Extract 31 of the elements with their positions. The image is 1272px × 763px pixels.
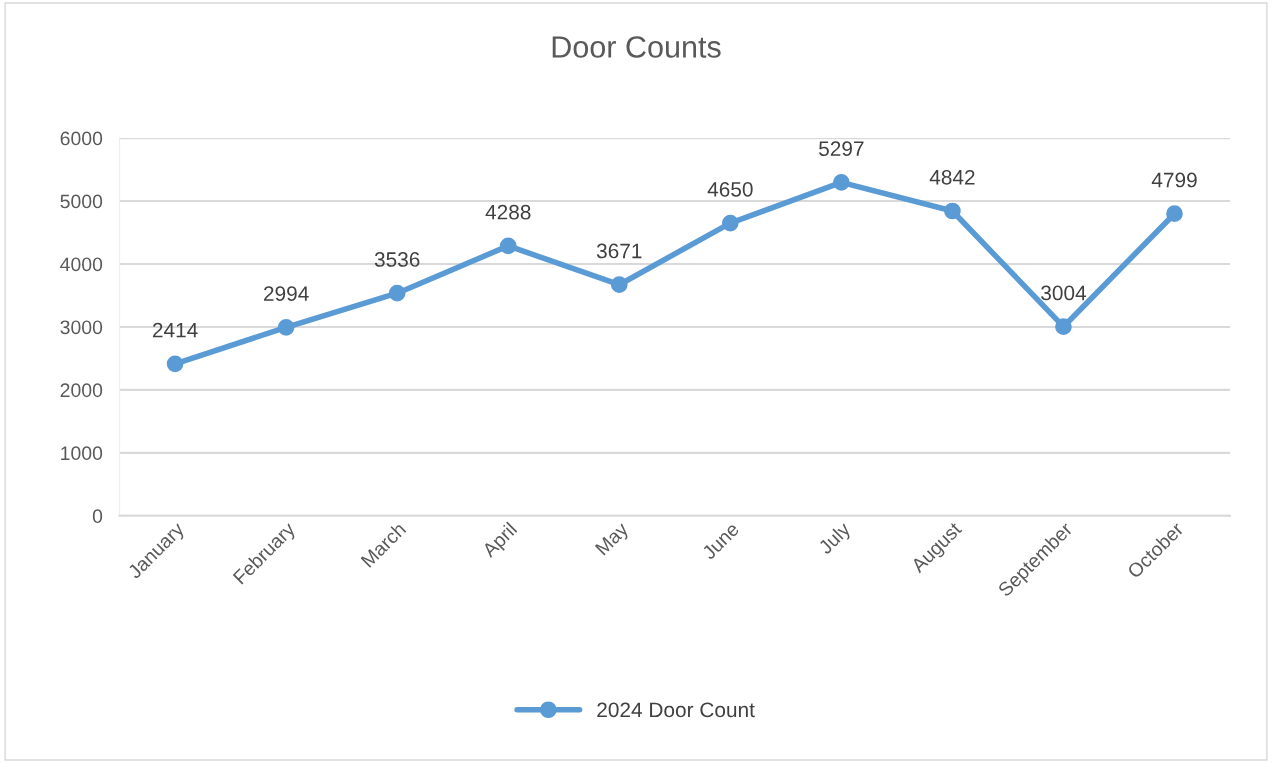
y-tick-label: 5000 <box>60 194 103 209</box>
point <box>610 276 628 294</box>
legend-label: 2024 Door Count <box>597 702 755 718</box>
data-label: 4288 <box>485 204 531 220</box>
point <box>833 174 850 191</box>
data-label: 4650 <box>707 181 753 197</box>
x-tick-label: May <box>594 521 633 559</box>
data-label: 3671 <box>596 243 642 259</box>
data-label: 3004 <box>1041 285 1087 301</box>
y-tick-label: 3000 <box>60 320 103 335</box>
chart-title: Door Counts <box>552 36 721 58</box>
data-label: 4842 <box>929 169 975 185</box>
data-label: 5297 <box>819 141 864 157</box>
point <box>944 202 961 220</box>
data-label: 2414 <box>152 322 198 338</box>
y-tick-label: 2000 <box>60 383 103 398</box>
x-tick-label: July <box>817 520 855 558</box>
point <box>166 355 184 373</box>
point <box>721 214 739 232</box>
data-label: 4799 <box>1151 172 1197 188</box>
y-tick-label: 4000 <box>60 257 103 272</box>
point <box>499 237 517 255</box>
y-tick-label: 0 <box>92 509 103 524</box>
point <box>1055 318 1072 336</box>
point <box>277 318 295 336</box>
data-label: 3536 <box>374 252 420 267</box>
y-tick-label: 1000 <box>61 446 103 461</box>
point <box>388 284 406 302</box>
y-tick-label: 6000 <box>60 131 103 146</box>
data-label: 2994 <box>264 286 309 301</box>
point <box>1166 205 1183 223</box>
